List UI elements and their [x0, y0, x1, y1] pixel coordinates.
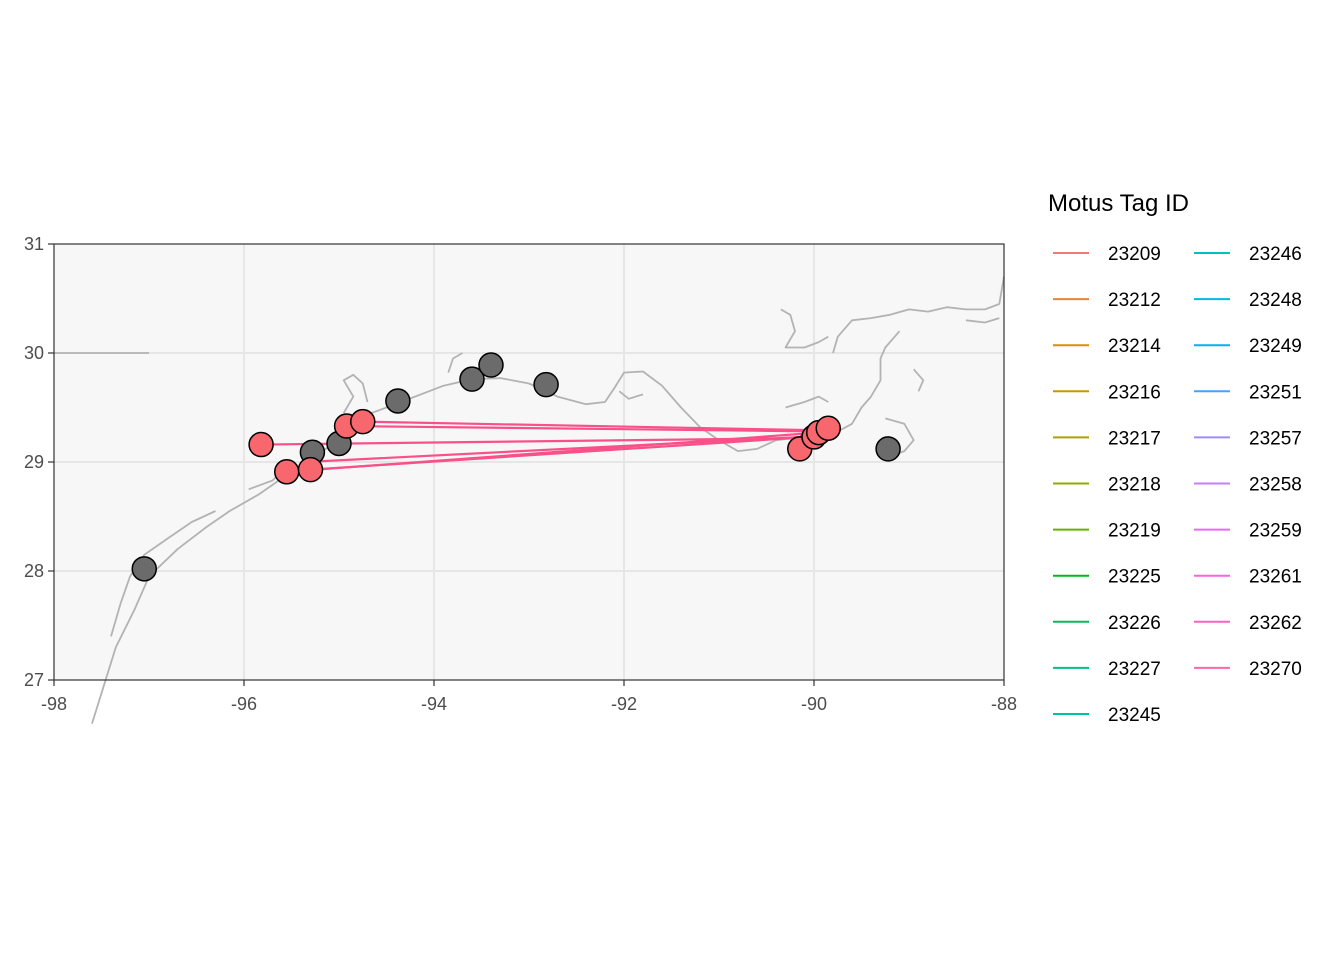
legend-item-23249: 23249 [1194, 336, 1302, 357]
coastline-segment [110, 510, 216, 637]
legend-item-23209: 23209 [1053, 244, 1161, 265]
detection-marker [248, 431, 274, 458]
legend-items: 23209 23212 23214 23216 23217 23218 23219 23225… [1053, 244, 1302, 726]
legend-label: 23249 [1249, 336, 1302, 357]
y-tick-label: 30 [24, 343, 44, 363]
legend-label: 23218 [1108, 475, 1161, 496]
legend-item-23262: 23262 [1194, 613, 1302, 634]
track-23270 [346, 424, 824, 433]
station-marker [478, 352, 504, 378]
legend-label: 23245 [1108, 705, 1161, 726]
legend-label: 23248 [1249, 290, 1302, 311]
legend-label: 23209 [1108, 244, 1161, 265]
station-marker [385, 388, 411, 414]
detection-points [248, 408, 841, 485]
legend: Motus Tag ID 232092321223214232162321723… [1048, 190, 1302, 726]
legend-item-23258: 23258 [1194, 475, 1302, 496]
x-tick-label: -98 [41, 694, 67, 714]
coastline-segment [832, 276, 1005, 354]
detection-marker [350, 408, 376, 435]
station-marker [459, 366, 485, 392]
legend-label: 23251 [1249, 382, 1302, 403]
track-23270 [310, 435, 810, 471]
legend-item-23225: 23225 [1053, 567, 1161, 588]
legend-label: 23261 [1249, 567, 1302, 588]
y-tick-label: 28 [24, 561, 44, 581]
legend-item-23227: 23227 [1053, 659, 1161, 680]
legend-item-23217: 23217 [1053, 428, 1161, 449]
legend-title: Motus Tag ID [1048, 190, 1189, 217]
x-tick-label: -88 [991, 694, 1017, 714]
detection-marker [815, 415, 841, 441]
legend-item-23245: 23245 [1053, 705, 1161, 726]
detection-marker [297, 456, 324, 483]
legend-item-23270: 23270 [1194, 659, 1302, 680]
coastline-segment [342, 373, 369, 414]
legend-label: 23257 [1249, 428, 1302, 449]
x-tick-label: -92 [611, 694, 637, 714]
y-axis: 27 28 29 30 31 [24, 234, 54, 690]
legend-label: 23259 [1249, 521, 1302, 542]
y-tick-label: 31 [24, 234, 44, 254]
legend-label: 23246 [1249, 244, 1302, 265]
coastline-segment [618, 390, 644, 400]
legend-item-23257: 23257 [1194, 428, 1302, 449]
axes: -98 -96 -94 -92 -90 -88 27 28 29 30 31 [24, 234, 1017, 714]
legend-item-23216: 23216 [1053, 382, 1161, 403]
station-marker [131, 556, 157, 582]
legend-item-23219: 23219 [1053, 521, 1161, 542]
coastline-segment [785, 395, 829, 409]
station-marker [875, 436, 901, 462]
legend-item-23259: 23259 [1194, 521, 1302, 542]
y-tick-label: 29 [24, 452, 44, 472]
legend-label: 23270 [1249, 659, 1302, 680]
legend-label: 23214 [1108, 336, 1161, 357]
legend-label: 23216 [1108, 382, 1161, 403]
legend-label: 23212 [1108, 290, 1161, 311]
station-marker [533, 371, 559, 398]
legend-item-23248: 23248 [1194, 290, 1302, 311]
x-axis: -98 -96 -94 -92 -90 -88 [41, 680, 1017, 714]
x-tick-label: -96 [231, 694, 257, 714]
legend-label: 23226 [1108, 613, 1161, 634]
x-tick-label: -94 [421, 694, 447, 714]
coastline-segment [913, 368, 925, 392]
legend-item-23261: 23261 [1194, 567, 1302, 588]
legend-label: 23227 [1108, 659, 1161, 680]
legend-item-23246: 23246 [1194, 244, 1302, 265]
track-23262 [362, 420, 826, 432]
map-panel [53, 243, 1005, 724]
legend-item-23212: 23212 [1053, 290, 1161, 311]
detection-marker [274, 459, 300, 485]
coastline-segment [447, 352, 463, 373]
legend-label: 23217 [1108, 428, 1161, 449]
y-tick-label: 27 [24, 670, 44, 690]
legend-label: 23225 [1108, 567, 1161, 588]
legend-item-23214: 23214 [1053, 336, 1161, 357]
coastline-segment [965, 317, 1000, 324]
legend-label: 23258 [1249, 475, 1302, 496]
x-tick-label: -90 [801, 694, 827, 714]
track-23262 [305, 434, 824, 464]
legend-item-23218: 23218 [1053, 475, 1161, 496]
legend-item-23226: 23226 [1053, 613, 1161, 634]
legend-label: 23219 [1108, 521, 1161, 542]
coastline-segment [780, 308, 829, 349]
movement-tracks [261, 420, 827, 473]
legend-item-23251: 23251 [1194, 382, 1302, 403]
legend-label: 23262 [1249, 613, 1302, 634]
